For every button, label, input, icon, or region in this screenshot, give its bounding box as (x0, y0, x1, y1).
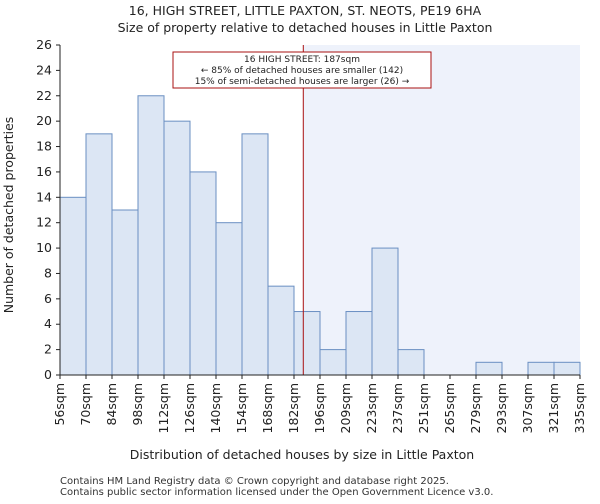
y-tick-label: 18 (36, 139, 52, 154)
bar-321sqm (553, 361, 581, 376)
bar-154sqm (241, 133, 269, 376)
x-tick-label: 168sqm (260, 383, 275, 433)
y-tick-label: 14 (36, 189, 52, 204)
footer-line-1: Contains HM Land Registry data © Crown c… (60, 476, 449, 487)
x-tick-label: 335sqm (572, 383, 587, 433)
bar-70sqm (85, 133, 113, 376)
y-axis-label: Number of detached properties (1, 117, 16, 314)
y-tick-label: 16 (36, 164, 52, 179)
x-tick-label: 182sqm (286, 383, 301, 433)
bars-group (59, 95, 581, 376)
x-tick-label: 209sqm (338, 383, 353, 433)
x-ticks: 56sqm 70sqm 84sqm 98sqm 112sqm 126sqm 140sqm 15… (52, 375, 587, 433)
annotation-frame (172, 51, 432, 89)
y-tick-label: 8 (44, 265, 52, 280)
x-tick-label: 70sqm (78, 383, 93, 426)
annotation-line-3: 15% of semi-detached houses are larger (… (195, 77, 410, 87)
x-tick-label: 223sqm (364, 383, 379, 433)
x-tick-label: 251sqm (416, 383, 431, 433)
y-tick-label: 10 (36, 240, 52, 255)
x-tick-label: 84sqm (104, 383, 119, 426)
y-tick-label: 26 (36, 37, 52, 52)
annotation-box: 16 HIGH STREET: 187sqm ← 85% of detached… (172, 51, 432, 89)
x-axis-label: Distribution of detached houses by size … (130, 447, 474, 462)
x-tick-label: 154sqm (234, 383, 249, 433)
x-tick-label: 237sqm (390, 383, 405, 433)
bar-182sqm (293, 311, 321, 376)
y-tick-label: 2 (44, 342, 52, 357)
chart-title: 16, HIGH STREET, LITTLE PAXTON, ST. NEOT… (129, 3, 482, 18)
bar-140sqm (215, 222, 243, 376)
y-tick-label: 22 (36, 88, 52, 103)
x-tick-label: 98sqm (130, 383, 145, 426)
bar-56sqm (59, 196, 87, 376)
x-tick-label: 265sqm (442, 383, 457, 433)
x-tick-label: 126sqm (182, 383, 197, 433)
bar-98sqm (137, 95, 165, 376)
y-tick-label: 0 (44, 367, 52, 382)
y-tick-label: 24 (36, 62, 52, 77)
bar-279sqm (475, 361, 503, 376)
annotation-line-1: 16 HIGH STREET: 187sqm (244, 55, 360, 65)
bar-126sqm (189, 171, 217, 376)
bar-196sqm (319, 349, 347, 376)
y-tick-label: 12 (36, 215, 52, 230)
x-tick-label: 112sqm (156, 383, 171, 433)
x-tick-label: 56sqm (52, 383, 67, 426)
x-tick-label: 293sqm (494, 383, 509, 433)
highlight-region (303, 45, 580, 375)
x-tick-label: 140sqm (208, 383, 223, 433)
annotation-line-2: ← 85% of detached houses are smaller (14… (201, 66, 403, 76)
bar-223sqm (371, 247, 399, 376)
y-tick-label: 4 (44, 316, 52, 331)
x-tick-label: 196sqm (312, 383, 327, 433)
chart-subtitle: Size of property relative to detached ho… (118, 20, 493, 35)
x-tick-label: 307sqm (520, 383, 535, 433)
bar-237sqm (397, 349, 425, 376)
bar-112sqm (163, 120, 191, 376)
bar-84sqm (111, 209, 139, 376)
bar-307sqm (527, 361, 555, 376)
y-tick-label: 6 (44, 291, 52, 306)
bar-168sqm (267, 285, 295, 376)
footer-line-2: Contains public sector information licen… (60, 487, 493, 498)
x-tick-label: 279sqm (468, 383, 483, 433)
bar-209sqm (345, 311, 373, 376)
y-tick-label: 20 (36, 113, 52, 128)
x-tick-label: 321sqm (546, 383, 561, 433)
